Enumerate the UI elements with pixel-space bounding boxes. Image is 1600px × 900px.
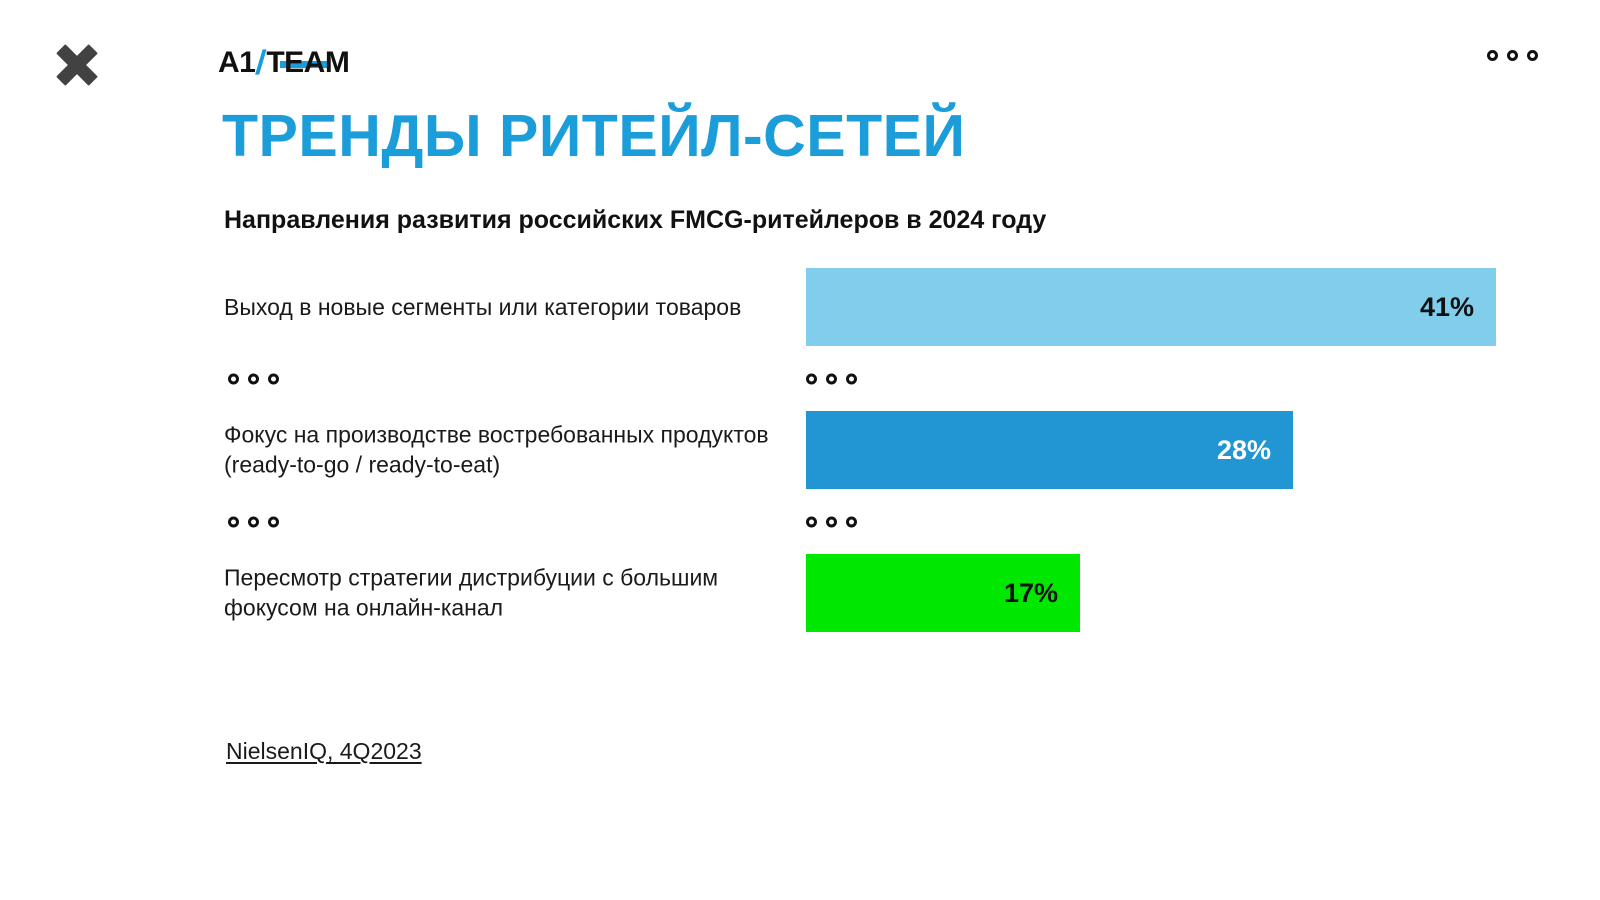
three-dots-icon (228, 516, 279, 527)
dot-icon (846, 516, 857, 527)
bar-label: Пересмотр стратегии дистрибуции с больши… (224, 564, 719, 621)
dot-icon (1487, 50, 1498, 61)
bar-value-label: 28% (1216, 434, 1271, 465)
bar-segment[interactable]: 41% (806, 268, 1496, 346)
dot-icon (268, 516, 279, 527)
bar-value-label: 41% (1419, 291, 1474, 322)
three-dots-icon (806, 516, 857, 527)
row-separator (0, 346, 1600, 411)
dot-icon (268, 373, 279, 384)
chart-row: Выход в новые сегменты или категории тов… (0, 268, 1600, 346)
bar-label: Фокус на производстве востребованных про… (224, 421, 769, 478)
x-mark-icon[interactable] (52, 40, 102, 90)
dot-icon (228, 516, 239, 527)
dot-icon (1527, 50, 1538, 61)
dot-icon (826, 516, 837, 527)
dot-icon (228, 373, 239, 384)
horizontal-bar-chart: Выход в новые сегменты или категории тов… (0, 268, 1600, 632)
chart-row: Фокус на производстве востребованных про… (0, 411, 1600, 489)
bar-value-label: 17% (1003, 577, 1058, 608)
dot-icon (826, 373, 837, 384)
three-dots-icon[interactable] (1487, 50, 1538, 61)
page-subtitle: Направления развития российских FMCG-рит… (224, 206, 1047, 234)
bar-label: Выход в новые сегменты или категории тов… (224, 293, 742, 320)
logo-text-a1: A1 (218, 46, 256, 79)
bar-segment[interactable]: 28% (806, 411, 1293, 489)
three-dots-icon (228, 373, 279, 384)
logo-accent-bar (280, 61, 327, 68)
logo-text-team: TEAM (266, 46, 350, 79)
dot-icon (248, 516, 259, 527)
row-separator (0, 489, 1600, 554)
chart-row: Пересмотр стратегии дистрибуции с больши… (0, 554, 1600, 632)
source-citation[interactable]: NielsenIQ, 4Q2023 (226, 738, 422, 764)
bar-segment[interactable]: 17% (806, 554, 1080, 632)
dot-icon (1507, 50, 1518, 61)
dot-icon (806, 373, 817, 384)
three-dots-icon (806, 373, 857, 384)
dot-icon (248, 373, 259, 384)
dot-icon (846, 373, 857, 384)
page-title: ТРЕНДЫ РИТЕЙЛ-СЕТЕЙ (222, 103, 966, 169)
dot-icon (806, 516, 817, 527)
brand-logo: A1 / TEAM (218, 44, 350, 82)
